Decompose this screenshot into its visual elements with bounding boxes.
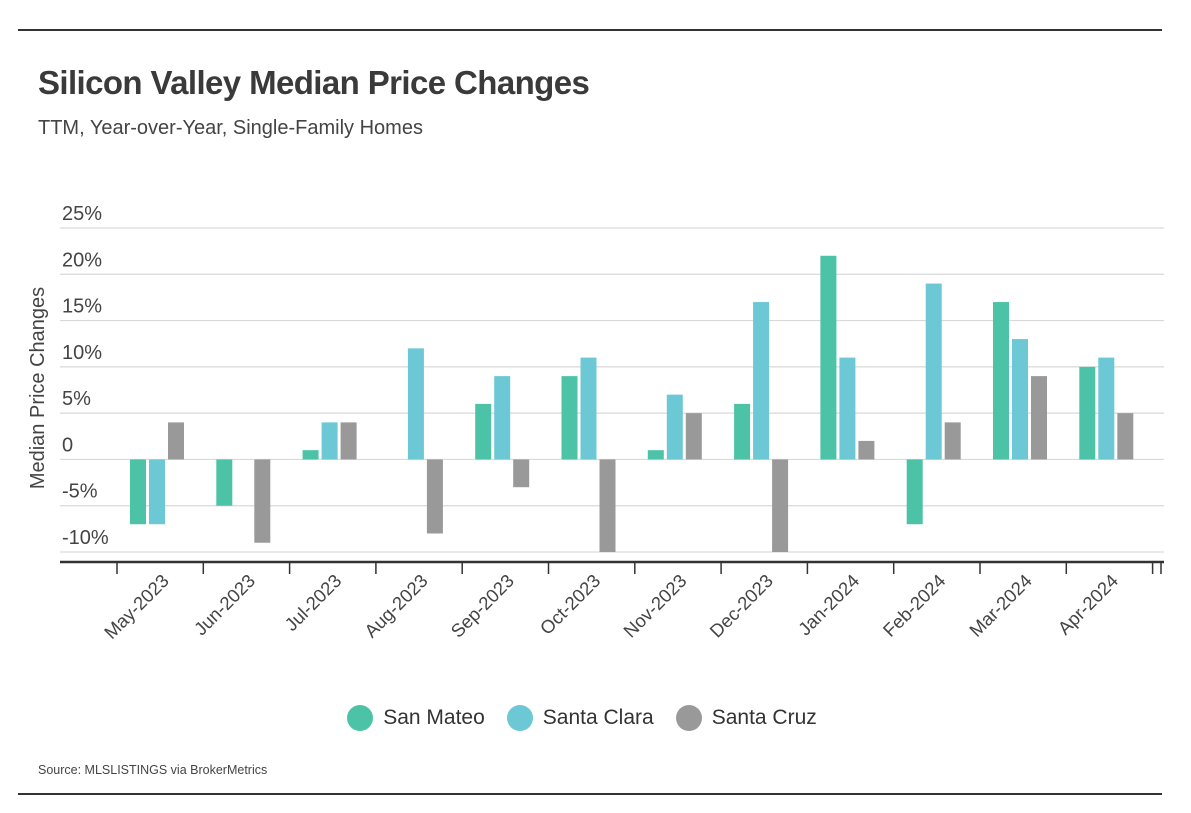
bar-santa-cruz [1117,413,1134,460]
legend-label-santa-cruz: Santa Cruz [711,706,817,729]
legend-swatch-santa-cruz [675,705,702,731]
bar-santa-cruz [1031,376,1047,460]
legend-item-santa-clara: Santa Clara [506,705,654,731]
bars [130,255,1134,552]
x-tick-label: Aug-2023 [360,570,432,642]
bottom-rule [18,793,1162,795]
bar-san-mateo [302,450,319,460]
bar-san-mateo [216,459,233,506]
bar-san-mateo [130,459,146,525]
top-rule [18,29,1162,31]
legend-item-san-mateo: San Mateo [347,705,485,731]
chart-subtitle: TTM, Year-over-Year, Single-Family Homes [38,117,423,139]
x-tick-label: Jan-2024 [794,570,863,639]
bar-san-mateo [475,403,492,460]
x-tick-label: Dec-2023 [705,570,777,642]
legend-item-santa-cruz: Santa Cruz [675,705,817,731]
bar-santa-cruz [168,422,184,460]
bar-santa-clara [580,357,597,460]
x-tick-label: Jul-2023 [280,570,345,635]
bar-santa-cruz [599,459,616,552]
bar-santa-cruz [944,422,961,460]
bar-santa-cruz [772,459,789,552]
bar-santa-clara [407,348,424,460]
legend: San Mateo Santa Clara Santa Cruz [0,705,1164,731]
bar-santa-clara [494,376,511,460]
y-tick-label: 0 [62,434,73,456]
bar-san-mateo [993,302,1009,460]
x-tick-label: Nov-2023 [619,570,691,642]
y-tick-label: -10% [62,527,109,549]
bar-santa-clara [321,422,338,460]
bar-santa-clara [925,283,942,460]
bar-san-mateo [906,459,923,525]
bar-santa-clara [839,357,856,460]
legend-swatch-san-mateo [347,705,374,731]
y-tick-label: 25% [62,203,102,225]
bar-santa-cruz [685,413,702,460]
x-axis [60,560,1164,574]
y-tick-label: -5% [62,481,98,503]
x-tick-label: Feb-2024 [879,570,950,641]
y-tick-label: 20% [62,249,102,271]
source-note: Source: MLSLISTINGS via BrokerMetrics [38,763,268,777]
bar-san-mateo [820,255,837,460]
bar-santa-clara [1012,339,1028,460]
x-tick-label: Sep-2023 [446,570,518,642]
legend-label-santa-clara: Santa Clara [542,706,654,729]
bar-santa-clara [149,459,165,525]
x-tick-label: Mar-2024 [965,570,1036,641]
x-tick-label: Oct-2023 [536,570,605,639]
bar-santa-clara [666,394,683,460]
legend-label-san-mateo: San Mateo [383,706,485,729]
bar-san-mateo [734,403,751,460]
x-tick-label: May-2023 [100,570,173,643]
bar-santa-clara [753,302,770,460]
y-tick-labels: 25% 20% 15% 10% 5% 0 -5% -10% [62,203,109,549]
bar-san-mateo [561,376,578,460]
y-tick-label: 15% [62,296,102,318]
legend-swatch-santa-clara [506,705,533,731]
bar-santa-cruz [340,422,357,460]
y-tick-label: 10% [62,342,102,364]
y-tick-label: 5% [62,388,91,410]
bar-santa-cruz [513,459,530,488]
x-tick-label: Jun-2023 [190,570,259,639]
bar-san-mateo [647,450,664,460]
bar-san-mateo [1079,366,1096,460]
bar-santa-clara [1098,357,1115,460]
x-tick-label: Apr-2024 [1053,570,1122,639]
bar-santa-cruz [254,459,271,543]
chart-title: Silicon Valley Median Price Changes [38,64,590,101]
bar-santa-cruz [858,440,875,460]
bar-santa-cruz [426,459,443,534]
x-tick-labels: May-2023 Jun-2023 Jul-2023 Aug-2023 Sep-2023… [100,570,1122,643]
y-axis-title: Median Price Changes [27,287,49,489]
